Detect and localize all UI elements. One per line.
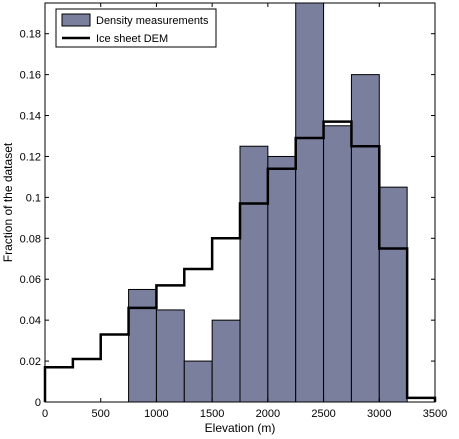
density-bar xyxy=(211,319,241,403)
x-axis-ticks: 0 500 1000 1500 2000 2500 3000 3500 xyxy=(42,3,447,420)
legend: Density measurements Ice sheet DEM xyxy=(55,8,217,48)
dem-step-line xyxy=(43,120,437,402)
y-tick-label: 0 xyxy=(35,397,41,409)
y-axis-label: Fraction of the dataset xyxy=(1,142,15,262)
density-bar xyxy=(155,309,185,403)
x-tick-label: 3500 xyxy=(423,408,447,420)
density-bar xyxy=(350,74,380,403)
x-tick-label: 500 xyxy=(92,408,110,420)
y-tick-label: 0.14 xyxy=(20,111,41,123)
x-axis-label: Elevation (m) xyxy=(205,421,276,435)
y-tick-label: 0.06 xyxy=(20,274,41,286)
density-bar xyxy=(378,186,408,403)
x-tick-label: 2500 xyxy=(311,408,335,420)
density-bars xyxy=(128,2,408,403)
density-bar xyxy=(183,360,213,403)
y-tick-label: 0.16 xyxy=(20,70,41,82)
x-tick-label: 1500 xyxy=(200,408,224,420)
dem-step-layer xyxy=(43,120,437,402)
legend-label-dem: Ice sheet DEM xyxy=(96,33,168,45)
y-tick-label: 0.12 xyxy=(20,151,41,163)
y-axis-ticks: 0 0.02 0.04 0.06 0.08 0.1 0.12 0.14 0.16 0.18 xyxy=(20,29,435,409)
density-bar xyxy=(323,125,352,403)
x-tick-label: 3000 xyxy=(367,408,391,420)
density-bar xyxy=(239,145,269,403)
density-bar xyxy=(128,288,157,403)
x-tick-label: 2000 xyxy=(256,408,280,420)
y-tick-label: 0.08 xyxy=(20,233,41,245)
density-bar xyxy=(267,155,297,403)
y-tick-label: 0.02 xyxy=(20,356,41,368)
plot-frame xyxy=(44,2,436,403)
legend-swatch-density xyxy=(61,13,91,27)
y-tick-label: 0.1 xyxy=(26,192,41,204)
y-tick-label: 0.18 xyxy=(20,29,41,41)
legend-label-density: Density measurements xyxy=(96,15,209,27)
density-bar xyxy=(295,2,325,403)
x-tick-label: 1000 xyxy=(144,408,168,420)
x-tick-label: 0 xyxy=(42,408,48,420)
y-tick-label: 0.04 xyxy=(20,315,41,327)
